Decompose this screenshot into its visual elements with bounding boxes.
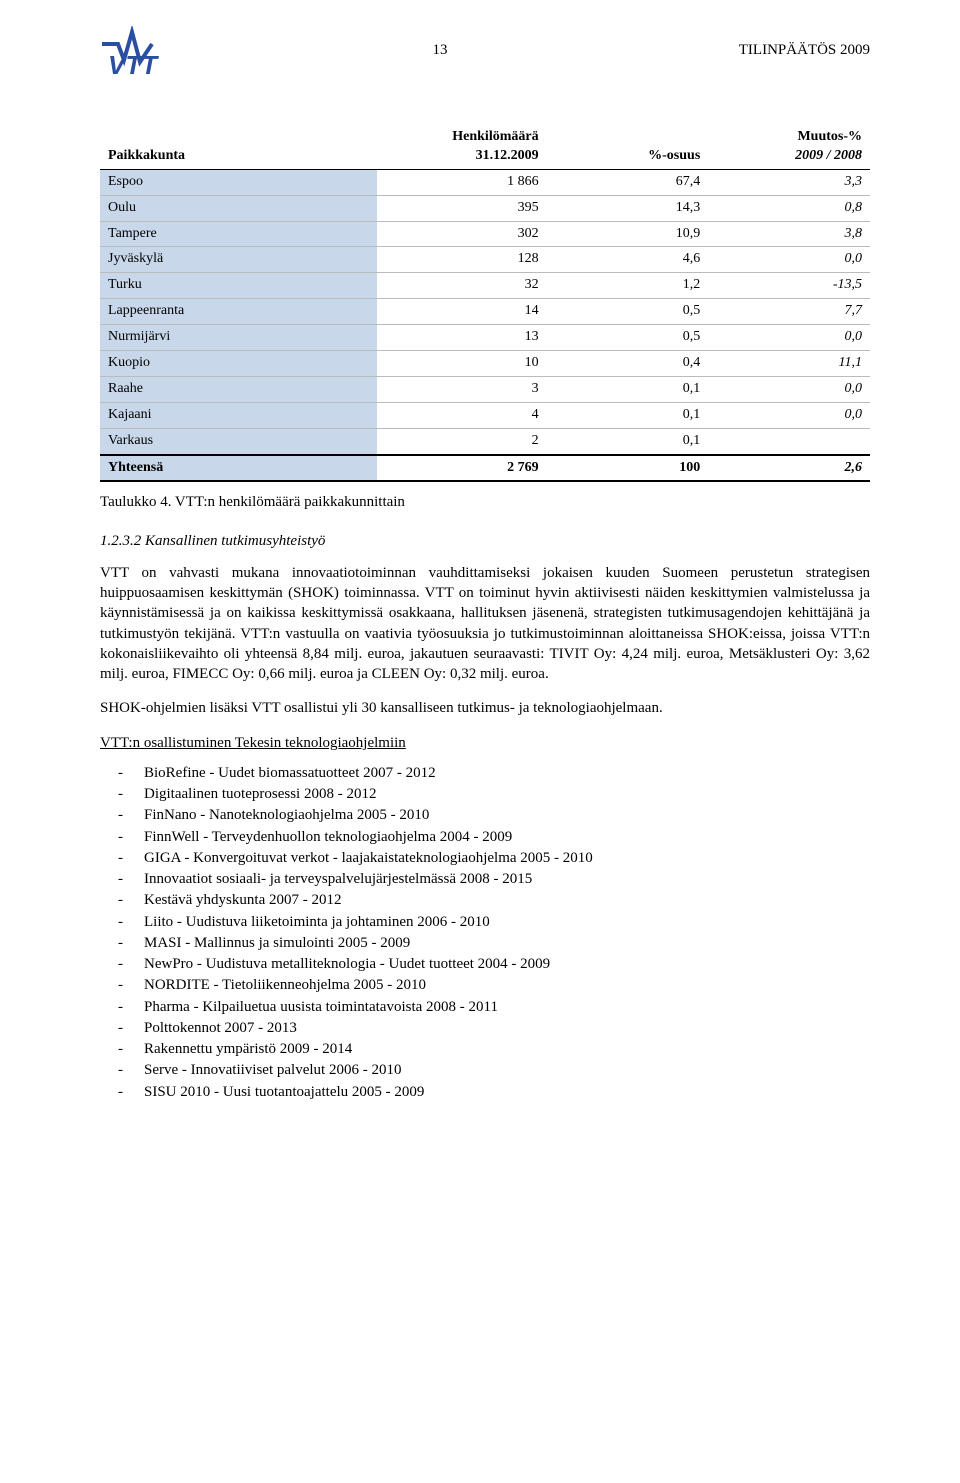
table-row: Lappeenranta140,57,7 (100, 299, 870, 325)
table-header-count: Henkilömäärä 31.12.2009 (377, 125, 546, 169)
table-cell-count: 14 (377, 299, 546, 325)
svg-text:VTT: VTT (108, 50, 159, 76)
list-item: Polttokennot 2007 - 2013 (144, 1018, 870, 1038)
table-header-change: Muutos-% 2009 / 2008 (708, 125, 870, 169)
table-cell-name: Oulu (100, 195, 377, 221)
table-cell-percent: 0,4 (547, 351, 709, 377)
table-row: Oulu39514,30,8 (100, 195, 870, 221)
page-number: 13 (433, 42, 448, 58)
table-cell-name: Espoo (100, 169, 377, 195)
programs-heading: VTT:n osallistuminen Tekesin teknologiao… (100, 733, 870, 753)
list-item: Innovaatiot sosiaali- ja terveyspalveluj… (144, 869, 870, 889)
table-cell-percent: 0,5 (547, 299, 709, 325)
table-row: Tampere30210,93,8 (100, 221, 870, 247)
table-cell-change: 3,8 (708, 221, 870, 247)
table-cell-change: 0,0 (708, 325, 870, 351)
table-cell-change: 0,8 (708, 195, 870, 221)
table-cell-percent: 67,4 (547, 169, 709, 195)
list-item: NORDITE - Tietoliikenneohjelma 2005 - 20… (144, 975, 870, 995)
table-cell-name: Tampere (100, 221, 377, 247)
table-cell-name: Lappeenranta (100, 299, 377, 325)
table-row: Turku321,2-13,5 (100, 273, 870, 299)
table-cell-name: Raahe (100, 376, 377, 402)
doc-title-block: TILINPÄÄTÖS 2009 (670, 30, 870, 60)
list-item: Digitaalinen tuoteprosessi 2008 - 2012 (144, 784, 870, 804)
list-item: FinNano - Nanoteknologiaohjelma 2005 - 2… (144, 805, 870, 825)
table-header-percent: %-osuus (547, 125, 709, 169)
table-cell-name: Nurmijärvi (100, 325, 377, 351)
table-cell-percent: 0,5 (547, 325, 709, 351)
doc-title: TILINPÄÄTÖS 2009 (739, 42, 870, 58)
table-cell-change: 0,0 (708, 247, 870, 273)
list-item: Pharma - Kilpailuetua uusista toimintata… (144, 997, 870, 1017)
list-item: Rakennettu ympäristö 2009 - 2014 (144, 1039, 870, 1059)
table-cell-count: 3 (377, 376, 546, 402)
table-cell-percent: 14,3 (547, 195, 709, 221)
body-paragraph-2: SHOK-ohjelmien lisäksi VTT osallistui yl… (100, 698, 870, 718)
table-row: Jyväskylä1284,60,0 (100, 247, 870, 273)
table-cell-count: 302 (377, 221, 546, 247)
table-cell-change: -13,5 (708, 273, 870, 299)
list-item: FinnWell - Terveydenhuollon teknologiaoh… (144, 827, 870, 847)
table-cell-name: Kuopio (100, 351, 377, 377)
table-cell-change: 0,0 (708, 376, 870, 402)
table-cell-count: 128 (377, 247, 546, 273)
staff-by-location-table: Paikkakunta Henkilömäärä 31.12.2009 %-os… (100, 125, 870, 482)
vtt-logo: VTT (100, 26, 210, 76)
page-header: VTT 13 TILINPÄÄTÖS 2009 (100, 30, 870, 80)
list-item: SISU 2010 - Uusi tuotantoajattelu 2005 -… (144, 1082, 870, 1102)
list-item: GIGA - Konvergoituvat verkot - laajakais… (144, 848, 870, 868)
table-cell-percent: 4,6 (547, 247, 709, 273)
table-cell-name: Turku (100, 273, 377, 299)
page-number-block: 13 (210, 30, 670, 60)
list-item: MASI - Mallinnus ja simulointi 2005 - 20… (144, 933, 870, 953)
table-cell-count: 2 (377, 428, 546, 454)
list-item: Liito - Uudistuva liiketoiminta ja johta… (144, 912, 870, 932)
section-heading: 1.2.3.2 Kansallinen tutkimusyhteistyö (100, 531, 870, 551)
table-row: Kajaani40,10,0 (100, 402, 870, 428)
table-cell-count: 10 (377, 351, 546, 377)
table-cell-name: Varkaus (100, 428, 377, 454)
table-cell-change: 3,3 (708, 169, 870, 195)
table-cell-count: 32 (377, 273, 546, 299)
table-row: Varkaus20,1 (100, 428, 870, 454)
vtt-logo-icon: VTT (100, 26, 210, 76)
table-header-location: Paikkakunta (100, 125, 377, 169)
list-item: BioRefine - Uudet biomassatuotteet 2007 … (144, 763, 870, 783)
table-cell-name: Jyväskylä (100, 247, 377, 273)
table-row: Espoo1 86667,43,3 (100, 169, 870, 195)
table-cell-name: Kajaani (100, 402, 377, 428)
table-total-count: 2 769 (377, 455, 546, 482)
table-row: Raahe30,10,0 (100, 376, 870, 402)
table-row: Nurmijärvi130,50,0 (100, 325, 870, 351)
table-cell-change: 7,7 (708, 299, 870, 325)
table-cell-percent: 0,1 (547, 402, 709, 428)
table-total-change: 2,6 (708, 455, 870, 482)
table-caption: Taulukko 4. VTT:n henkilömäärä paikkakun… (100, 492, 870, 512)
body-paragraph-1: VTT on vahvasti mukana innovaatiotoiminn… (100, 563, 870, 685)
table-cell-count: 13 (377, 325, 546, 351)
table-cell-count: 395 (377, 195, 546, 221)
table-cell-percent: 1,2 (547, 273, 709, 299)
table-cell-change: 11,1 (708, 351, 870, 377)
table-row: Kuopio100,411,1 (100, 351, 870, 377)
programs-list: BioRefine - Uudet biomassatuotteet 2007 … (100, 763, 870, 1102)
table-cell-percent: 0,1 (547, 428, 709, 454)
list-item: Kestävä yhdyskunta 2007 - 2012 (144, 890, 870, 910)
table-cell-count: 4 (377, 402, 546, 428)
table-cell-percent: 10,9 (547, 221, 709, 247)
table-cell-change: 0,0 (708, 402, 870, 428)
list-item: Serve - Innovatiiviset palvelut 2006 - 2… (144, 1060, 870, 1080)
table-cell-count: 1 866 (377, 169, 546, 195)
table-total-percent: 100 (547, 455, 709, 482)
list-item: NewPro - Uudistuva metalliteknologia - U… (144, 954, 870, 974)
table-total-label: Yhteensä (100, 455, 377, 482)
table-cell-percent: 0,1 (547, 376, 709, 402)
table-cell-change (708, 428, 870, 454)
